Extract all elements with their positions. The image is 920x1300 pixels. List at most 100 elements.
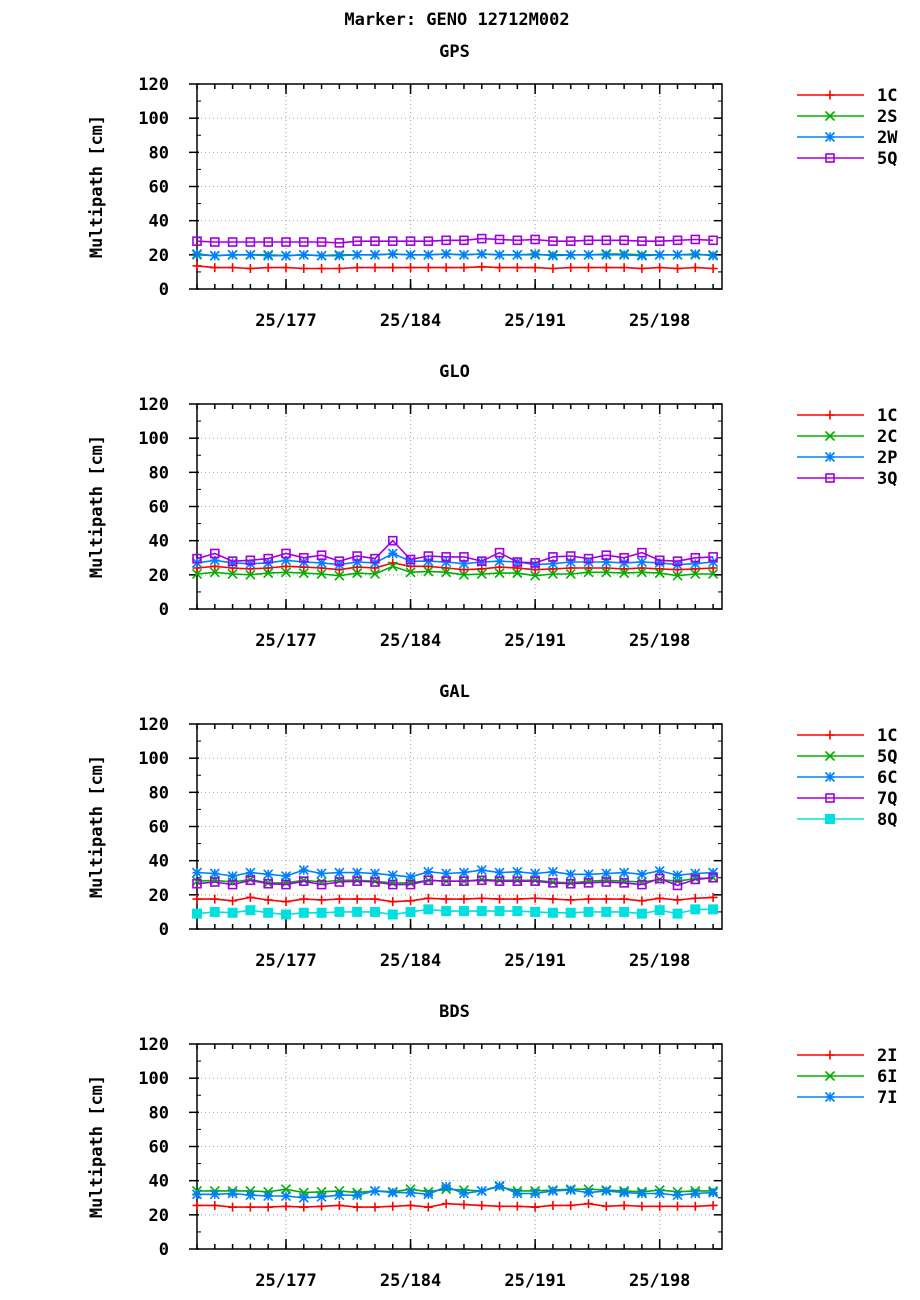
data-point-gps-2w <box>619 249 630 260</box>
data-point-gal-1c <box>299 894 309 904</box>
data-point-gal-8q <box>352 906 363 917</box>
data-point-gal-7q <box>601 877 612 887</box>
data-point-glo-3q <box>637 547 647 558</box>
data-point-gps-5q <box>708 235 718 246</box>
legend-entry-gal-6c: 6C <box>797 768 897 788</box>
legend-marker-gal <box>825 793 835 803</box>
data-point-gal-1c <box>512 894 522 904</box>
data-point-glo-2c <box>530 570 541 581</box>
data-point-bds-7i <box>512 1188 523 1199</box>
data-point-bds-7i <box>369 1185 381 1196</box>
data-point-gps-1c <box>263 263 273 273</box>
data-point-bds-2i <box>441 1199 451 1209</box>
data-point-gps-1c <box>281 263 291 273</box>
data-point-bds-2i <box>690 1201 700 1211</box>
y-tick-label-gal: 120 <box>138 715 169 735</box>
y-axis-label-gps: Multipath [cm] <box>87 115 107 258</box>
data-point-gps-1c <box>619 263 629 273</box>
data-point-gal-8q <box>547 907 558 918</box>
legend-entry-bds-6i: 6I <box>797 1067 897 1087</box>
data-point-bds-7i <box>209 1189 220 1200</box>
y-axis-label-glo: Multipath [cm] <box>87 435 107 578</box>
legend-label-glo: 3Q <box>877 469 897 489</box>
y-tick-label-gps: 20 <box>149 246 169 266</box>
data-point-glo-2p <box>565 556 576 568</box>
data-point-gal-8q <box>369 906 380 917</box>
data-point-gps-1c <box>584 263 594 273</box>
data-point-bds-2i <box>423 1202 433 1212</box>
data-point-gps-5q <box>298 237 309 247</box>
y-tick-label-gps: 120 <box>138 75 169 95</box>
page-title: Marker: GENO 12712M002 <box>344 10 569 30</box>
data-point-bds-2i <box>370 1202 380 1212</box>
data-point-gps-2w <box>298 249 309 260</box>
data-point-bds-7i <box>280 1190 292 1202</box>
data-point-glo-3q <box>672 556 683 566</box>
data-point-gps-1c <box>352 263 362 273</box>
data-point-gps-1c <box>637 264 647 273</box>
legend-marker-gps <box>825 153 835 163</box>
legend-label-gps: 1C <box>877 86 897 106</box>
data-point-gal-6c <box>405 871 416 882</box>
data-point-bds-7i <box>476 1185 487 1196</box>
data-point-bds-7i <box>601 1185 612 1196</box>
data-point-gal-1c <box>352 894 362 904</box>
chart-bds: BDS Multipath [cm] 25/177 25/184 25/191 25/19… <box>87 1002 897 1291</box>
data-point-gps-2w <box>601 249 612 260</box>
data-point-glo-2c <box>441 567 452 578</box>
data-point-bds-7i <box>352 1190 363 1201</box>
x-tick-label-gps: 25/191 <box>504 311 565 331</box>
data-point-gps-5q <box>405 236 416 246</box>
data-point-glo-2c <box>280 567 292 578</box>
data-point-gps-1c <box>423 263 433 273</box>
legend-label-gps: 2S <box>877 107 897 127</box>
data-point-gps-5q <box>619 235 629 246</box>
y-tick-label-gps: 60 <box>149 178 169 198</box>
data-point-glo-2c <box>619 568 630 579</box>
legend-entry-glo-2p: 2P <box>797 448 897 468</box>
data-point-gps-5q <box>601 235 612 246</box>
data-point-gps-5q <box>423 236 434 246</box>
data-point-bds-7i <box>494 1180 505 1191</box>
data-point-gal-8q <box>530 906 541 917</box>
data-point-glo-2p <box>601 556 612 568</box>
data-point-glo-2c <box>334 570 345 581</box>
chart-title-gal: GAL <box>439 682 470 702</box>
y-tick-label-gps: 40 <box>149 212 169 232</box>
data-point-gal-6c <box>441 868 452 879</box>
data-point-gal-1c <box>584 894 594 904</box>
x-tick-label-glo: 25/177 <box>255 631 316 651</box>
data-point-gps-2w <box>441 248 452 260</box>
data-point-gps-2w <box>316 250 327 261</box>
data-point-bds-2i <box>352 1202 362 1212</box>
data-point-gal-1c <box>263 895 273 905</box>
x-tick-label-glo: 25/191 <box>504 631 565 651</box>
data-point-gal-8q <box>654 905 665 916</box>
legend-entry-glo-3q: 3Q <box>797 469 897 489</box>
legend-marker-glo <box>824 451 836 463</box>
data-point-bds-2i <box>459 1200 469 1210</box>
data-point-gal-8q <box>405 906 416 917</box>
data-point-gps-5q <box>548 236 558 246</box>
data-point-gal-6c <box>708 867 719 878</box>
data-point-gps-2w <box>583 249 594 260</box>
data-point-gal-6c <box>316 868 327 879</box>
data-point-gps-1c <box>299 264 309 273</box>
legend-label-bds: 6I <box>877 1067 897 1087</box>
data-point-glo-3q <box>619 552 629 563</box>
data-point-gps-5q <box>690 234 701 245</box>
data-point-gps-5q <box>530 234 540 245</box>
legend-label-gps: 2W <box>877 128 898 148</box>
data-point-glo-3q <box>192 553 202 564</box>
y-tick-label-bds: 80 <box>149 1103 169 1123</box>
data-point-bds-2i <box>673 1201 683 1211</box>
data-point-gal-7q <box>192 878 202 889</box>
data-point-glo-2p <box>352 556 363 568</box>
data-point-bds-2i <box>637 1201 647 1211</box>
data-point-gal-7q <box>476 875 487 886</box>
data-point-bds-7i <box>263 1190 274 1202</box>
data-point-gal-8q <box>494 906 505 917</box>
data-point-glo-3q <box>352 551 362 561</box>
plot-frame-bds <box>196 1043 723 1250</box>
